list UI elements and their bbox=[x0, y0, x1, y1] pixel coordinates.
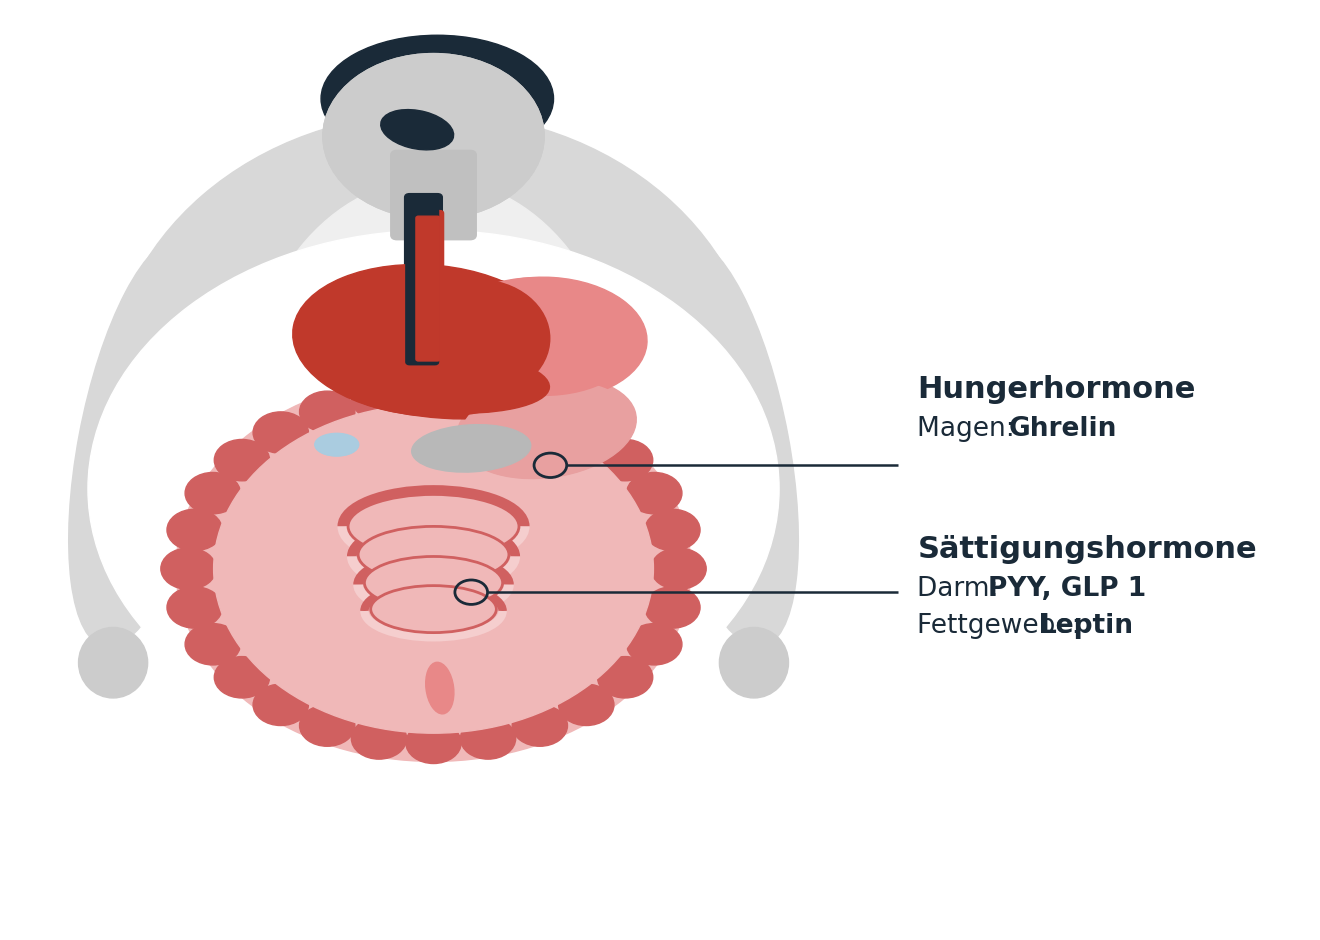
Ellipse shape bbox=[69, 237, 220, 647]
Ellipse shape bbox=[647, 237, 799, 647]
Ellipse shape bbox=[457, 377, 636, 478]
Circle shape bbox=[558, 412, 614, 453]
Ellipse shape bbox=[364, 556, 503, 609]
Text: Leptin: Leptin bbox=[1039, 613, 1133, 639]
Ellipse shape bbox=[334, 352, 558, 419]
Circle shape bbox=[168, 509, 222, 551]
Ellipse shape bbox=[296, 270, 572, 416]
Text: Magen:: Magen: bbox=[917, 415, 1023, 442]
Circle shape bbox=[176, 376, 692, 761]
Ellipse shape bbox=[330, 348, 549, 414]
Circle shape bbox=[598, 439, 653, 480]
FancyBboxPatch shape bbox=[405, 194, 442, 366]
Ellipse shape bbox=[412, 425, 531, 472]
Ellipse shape bbox=[409, 420, 533, 473]
Circle shape bbox=[644, 587, 700, 628]
Ellipse shape bbox=[107, 113, 760, 677]
FancyBboxPatch shape bbox=[416, 211, 444, 362]
Circle shape bbox=[214, 404, 653, 733]
Circle shape bbox=[323, 54, 544, 219]
Circle shape bbox=[461, 718, 516, 760]
FancyBboxPatch shape bbox=[405, 199, 438, 365]
Circle shape bbox=[405, 374, 461, 415]
Circle shape bbox=[651, 548, 706, 589]
Circle shape bbox=[214, 657, 269, 698]
Circle shape bbox=[323, 54, 544, 219]
Circle shape bbox=[405, 722, 461, 763]
Circle shape bbox=[161, 548, 216, 589]
Circle shape bbox=[214, 439, 269, 480]
FancyBboxPatch shape bbox=[416, 216, 440, 361]
Ellipse shape bbox=[246, 179, 622, 649]
Ellipse shape bbox=[348, 494, 519, 558]
Text: PYY, GLP 1: PYY, GLP 1 bbox=[987, 575, 1146, 602]
Ellipse shape bbox=[446, 277, 647, 400]
FancyBboxPatch shape bbox=[391, 150, 477, 240]
Ellipse shape bbox=[314, 433, 359, 456]
Ellipse shape bbox=[408, 279, 560, 401]
Circle shape bbox=[300, 391, 355, 432]
Ellipse shape bbox=[293, 264, 562, 416]
Ellipse shape bbox=[461, 381, 634, 478]
Text: Sättigungshormone: Sättigungshormone bbox=[917, 535, 1257, 564]
Circle shape bbox=[627, 473, 682, 514]
Ellipse shape bbox=[78, 628, 148, 697]
Circle shape bbox=[351, 718, 407, 760]
Ellipse shape bbox=[426, 663, 454, 713]
Circle shape bbox=[88, 230, 779, 747]
Circle shape bbox=[512, 391, 568, 432]
Text: Fettgewebe:: Fettgewebe: bbox=[917, 613, 1089, 639]
Ellipse shape bbox=[719, 628, 788, 697]
Ellipse shape bbox=[405, 280, 549, 398]
Ellipse shape bbox=[444, 277, 638, 396]
Circle shape bbox=[185, 473, 240, 514]
Circle shape bbox=[461, 378, 516, 419]
Text: Ghrelin: Ghrelin bbox=[1008, 415, 1118, 442]
Circle shape bbox=[300, 705, 355, 746]
Circle shape bbox=[351, 378, 407, 419]
Ellipse shape bbox=[371, 586, 496, 633]
Circle shape bbox=[253, 412, 309, 453]
Circle shape bbox=[598, 657, 653, 698]
Ellipse shape bbox=[358, 526, 510, 583]
Circle shape bbox=[558, 684, 614, 726]
Ellipse shape bbox=[380, 110, 454, 149]
Ellipse shape bbox=[315, 435, 358, 456]
Ellipse shape bbox=[321, 35, 553, 163]
Circle shape bbox=[185, 623, 240, 665]
Circle shape bbox=[644, 509, 700, 551]
Circle shape bbox=[627, 623, 682, 665]
Text: Darm:: Darm: bbox=[917, 575, 1007, 602]
Circle shape bbox=[253, 684, 309, 726]
Circle shape bbox=[512, 705, 568, 746]
Circle shape bbox=[168, 587, 222, 628]
Text: Hungerhormone: Hungerhormone bbox=[917, 375, 1196, 404]
